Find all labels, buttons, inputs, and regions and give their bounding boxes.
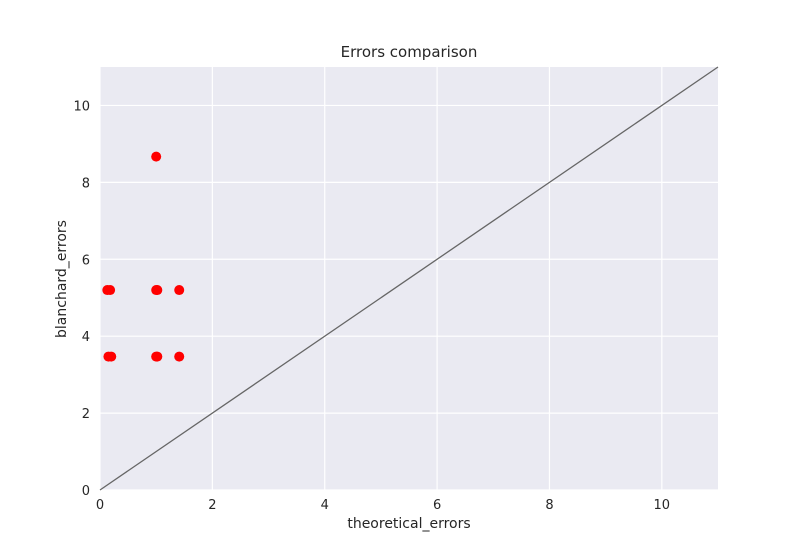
x-tick-label: 2	[208, 498, 216, 513]
x-tick-label: 4	[321, 498, 329, 513]
y-tick-label: 8	[82, 176, 90, 191]
y-tick-label: 0	[82, 484, 90, 499]
x-axis-ticks: 0 2 4 6 8 10	[96, 498, 670, 513]
y-axis-ticks: 0 2 4 6 8 10	[73, 99, 90, 499]
x-tick-label: 10	[654, 498, 671, 513]
reference-line-layer	[99, 66, 719, 491]
x-tick-label: 0	[96, 498, 104, 513]
y-tick-label: 6	[82, 253, 90, 268]
scatter-point	[152, 351, 163, 362]
y-axis-label: blanchard_errors	[54, 220, 70, 338]
chart-title: Errors comparison	[341, 43, 478, 61]
y-tick-label: 2	[82, 407, 90, 422]
grid-lines	[99, 67, 718, 491]
x-axis-label: theoretical_errors	[347, 516, 470, 532]
x-tick-label: 8	[545, 498, 553, 513]
scatter-point	[105, 285, 116, 296]
scatter-point	[106, 351, 117, 362]
scatter-point	[174, 351, 185, 362]
scatter-point	[151, 151, 162, 162]
scatter-points-layer	[102, 151, 185, 362]
y-tick-label: 10	[73, 99, 90, 114]
y-tick-label: 4	[82, 330, 90, 345]
x-tick-label: 6	[433, 498, 441, 513]
scatter-point	[174, 285, 185, 296]
scatter-point	[152, 285, 163, 296]
reference-line	[99, 66, 719, 491]
